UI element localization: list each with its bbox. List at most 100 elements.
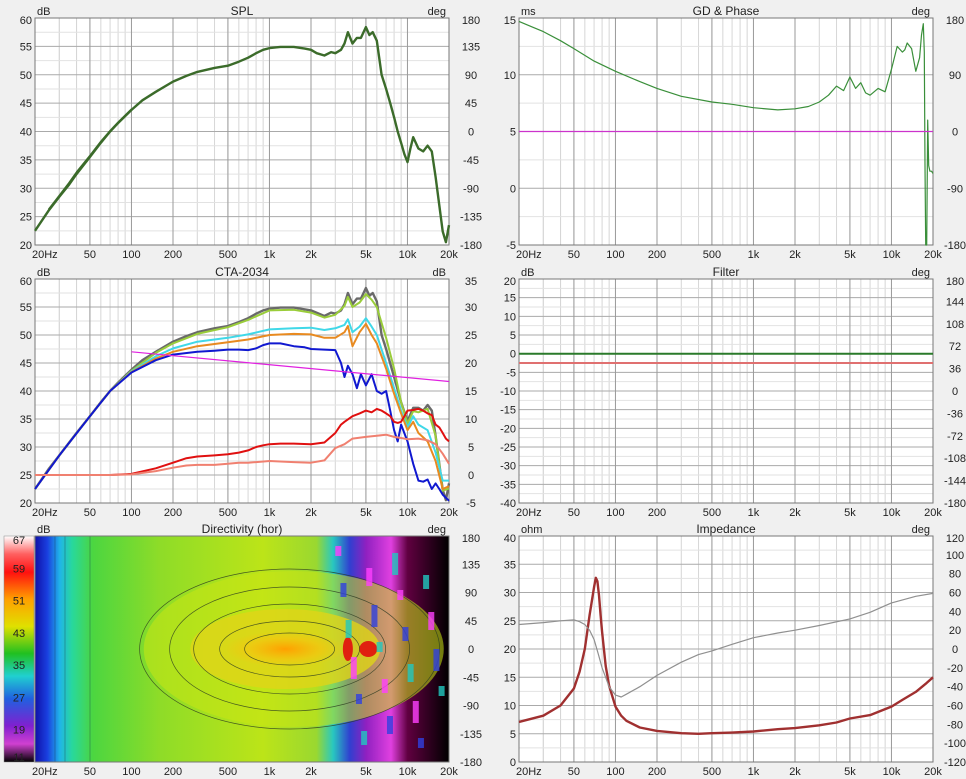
y2-tick-label: 20 — [949, 625, 961, 637]
x-tick-label: 1k — [264, 766, 276, 778]
y2-tick-label: -180 — [460, 240, 482, 252]
x-tick-label: 500 — [703, 766, 721, 778]
series-line — [34, 25, 451, 244]
y-tick-label: 30 — [504, 588, 516, 600]
color-scale-label: 67 — [13, 535, 25, 547]
y-tick-label: 10 — [504, 311, 516, 323]
series-line — [47, 108, 132, 210]
y-tick-label: 20 — [20, 498, 32, 510]
y-tick-label: 15 — [504, 15, 516, 27]
x-tick-label: 100 — [122, 507, 140, 519]
chart-title: Directivity (hor) — [202, 522, 283, 536]
x-tick-label: 100 — [122, 249, 140, 261]
x-tick-label: 100 — [122, 766, 140, 778]
y2-tick-label: 20 — [465, 358, 477, 370]
y2-tick-label: 180 — [946, 15, 964, 27]
series-line — [518, 576, 934, 735]
y2-tick-label: 0 — [468, 127, 474, 139]
x-tick-label: 500 — [219, 507, 237, 519]
x-tick-label: 100 — [606, 249, 624, 261]
y2-tick-label: 0 — [468, 644, 474, 656]
y2-tick-label: 80 — [949, 569, 961, 581]
y2-tick-label: -45 — [463, 155, 479, 167]
x-tick-label: 10k — [399, 766, 417, 778]
x-tick-label: 2k — [789, 766, 801, 778]
y-tick-label: 55 — [20, 302, 32, 314]
x-tick-label: 5k — [360, 507, 372, 519]
x-tick-label: 20Hz — [32, 766, 58, 778]
y-axis-label: ms — [521, 6, 536, 18]
directivity-map — [54, 536, 445, 762]
y2-tick-label: -60 — [947, 701, 963, 713]
y-tick-label: 35 — [20, 155, 32, 167]
y-tick-label: 10 — [504, 701, 516, 713]
y-tick-label: 30 — [20, 442, 32, 454]
x-tick-label: 2k — [789, 249, 801, 261]
y2-tick-label: -144 — [944, 476, 966, 488]
y-tick-label: 5 — [510, 330, 516, 342]
y2-tick-label: 100 — [946, 550, 964, 562]
x-tick-label: 20k — [924, 249, 942, 261]
y2-axis-label: deg — [428, 524, 446, 536]
y2-tick-label: 45 — [465, 98, 477, 110]
y2-tick-label: -108 — [944, 453, 966, 465]
y2-axis-label: deg — [912, 524, 930, 536]
x-tick-label: 100 — [606, 507, 624, 519]
series-line — [34, 293, 450, 492]
y2-tick-label: 0 — [952, 386, 958, 398]
y2-tick-label: -90 — [463, 701, 479, 713]
x-tick-label: 20Hz — [516, 507, 542, 519]
y-tick-label: 35 — [504, 559, 516, 571]
y-tick-label: 20 — [504, 276, 516, 288]
y-tick-label: 25 — [20, 212, 32, 224]
y-tick-label: -15 — [500, 405, 516, 417]
y2-tick-label: 135 — [462, 41, 480, 53]
series-line — [34, 322, 450, 490]
color-scale — [3, 535, 35, 763]
x-tick-label: 500 — [219, 249, 237, 261]
y-tick-label: 40 — [20, 127, 32, 139]
y2-tick-label: -90 — [463, 183, 479, 195]
y2-tick-label: -135 — [460, 729, 482, 741]
x-tick-label: 500 — [703, 507, 721, 519]
color-scale-label: 11 — [13, 752, 24, 764]
x-tick-label: 50 — [568, 507, 580, 519]
x-tick-label: 10k — [399, 249, 417, 261]
y-axis-label: dB — [37, 524, 50, 536]
y2-tick-label: 60 — [949, 588, 961, 600]
chart-directivity_hor: 67 59 51 43 35 27 19 11 Directivity (hor) dB deg 18… — [3, 522, 482, 778]
x-tick-label: 20Hz — [32, 507, 58, 519]
y-tick-label: -5 — [506, 367, 516, 379]
x-tick-label: 1k — [748, 507, 760, 519]
y2-tick-label: 90 — [949, 70, 961, 82]
y-tick-label: -40 — [500, 498, 516, 510]
y2-tick-label: 180 — [462, 15, 480, 27]
series-line — [518, 20, 934, 246]
color-scale-label: 19 — [13, 725, 25, 737]
y2-axis-label: deg — [912, 6, 930, 18]
x-tick-label: 2k — [305, 507, 317, 519]
y-tick-label: 5 — [510, 127, 516, 139]
y-tick-label: 25 — [504, 616, 516, 628]
y-tick-label: 20 — [20, 240, 32, 252]
y-tick-label: 20 — [504, 644, 516, 656]
y-tick-label: -20 — [500, 423, 516, 435]
x-tick-label: 20k — [924, 766, 942, 778]
color-scale-label: 27 — [13, 692, 25, 704]
y2-tick-label: -45 — [463, 672, 479, 684]
y2-axis-label: deg — [912, 267, 930, 279]
x-tick-label: 10k — [399, 507, 417, 519]
series-line — [34, 317, 449, 490]
y2-tick-label: -135 — [460, 212, 482, 224]
y2-tick-label: 90 — [465, 70, 477, 82]
x-tick-label: 20k — [924, 507, 942, 519]
series-line — [35, 433, 450, 476]
y-tick-label: -10 — [500, 386, 516, 398]
y2-tick-label: -90 — [947, 183, 963, 195]
y-tick-label: 0 — [510, 183, 516, 195]
y-tick-label: -5 — [506, 240, 516, 252]
y2-tick-label: -180 — [944, 498, 966, 510]
y-tick-label: 60 — [20, 15, 32, 27]
